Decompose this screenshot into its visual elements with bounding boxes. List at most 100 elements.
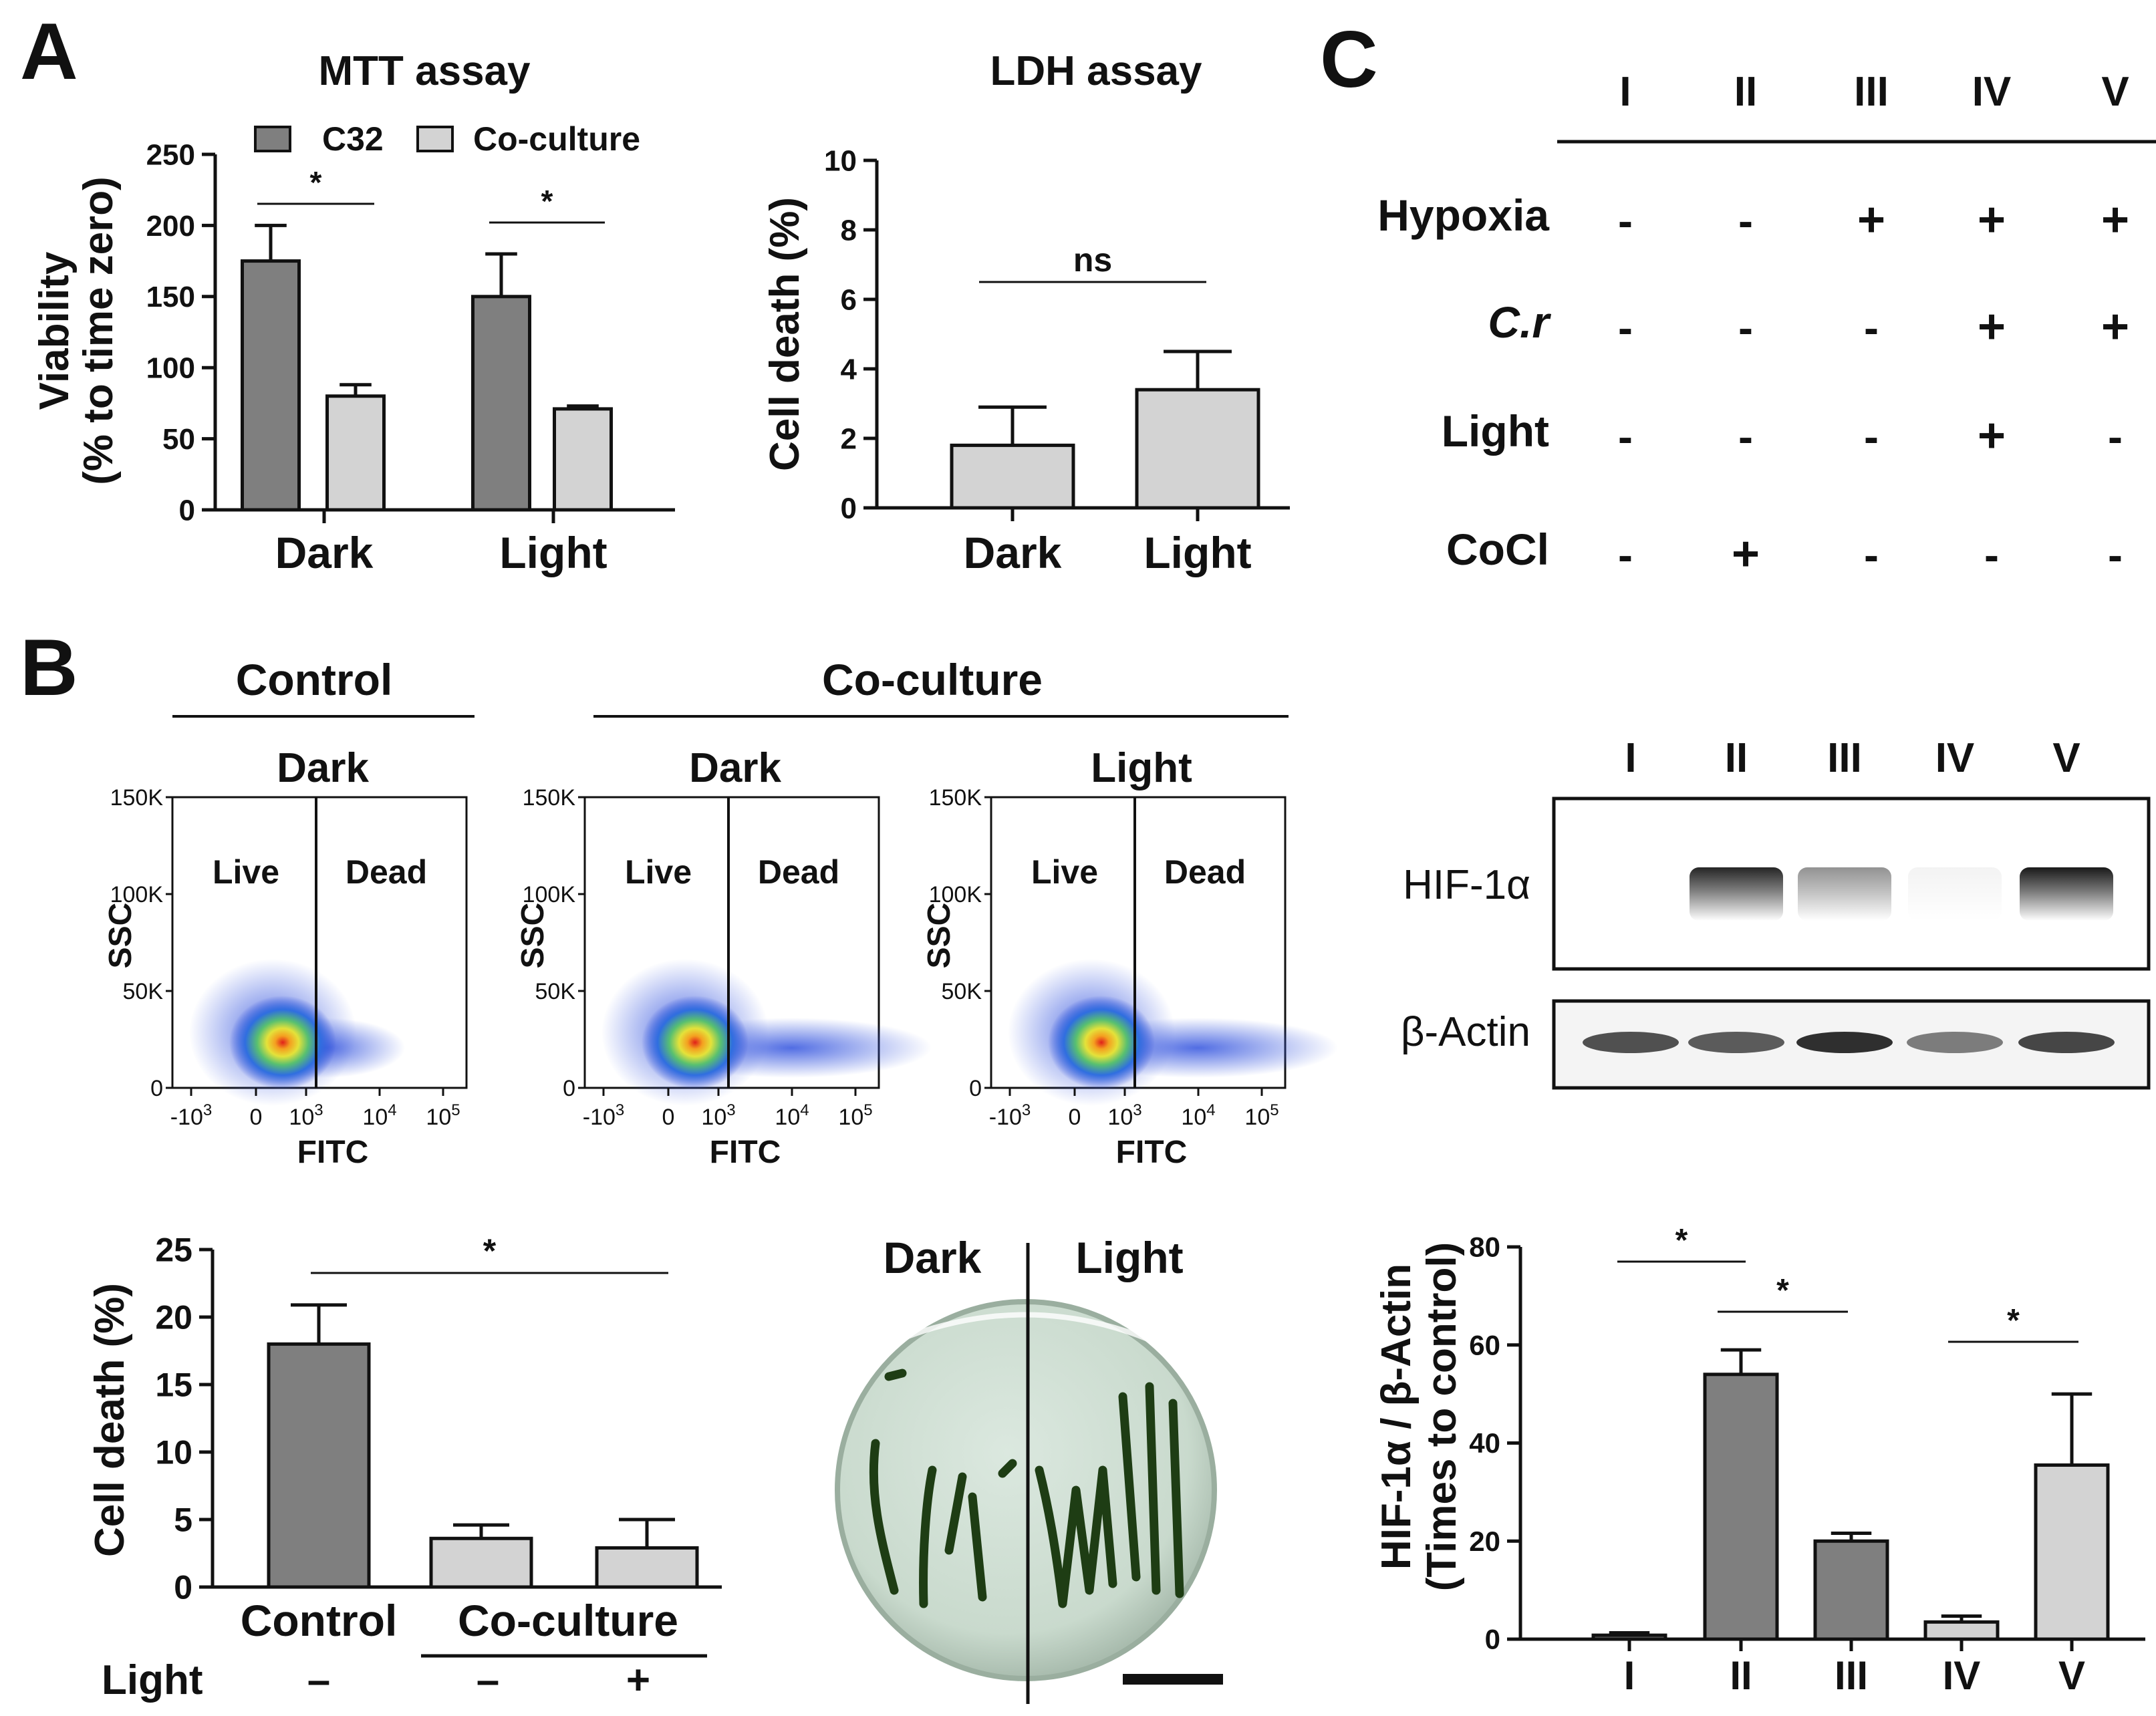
celldeath-bar bbox=[267, 1342, 371, 1589]
flow-ytick-label: 0 bbox=[969, 1076, 982, 1101]
flow-group-coculture: Co-culture bbox=[822, 655, 1043, 704]
ldh-error-bar bbox=[978, 405, 1047, 446]
algae-streaks bbox=[869, 1369, 1184, 1608]
ldh-ytick-label: 8 bbox=[841, 214, 857, 247]
blot-actin-band bbox=[1583, 1032, 1679, 1053]
hif-ytick-label: 40 bbox=[1469, 1427, 1500, 1459]
petri-dish-rim-highlight bbox=[898, 1312, 1151, 1342]
celldeath-bar bbox=[595, 1546, 699, 1589]
hif-error-bar bbox=[2051, 1392, 2093, 1465]
celldeath-error-bar bbox=[453, 1523, 509, 1539]
celldeath-ytick-label: 25 bbox=[155, 1232, 192, 1269]
conditions-lane-label: I bbox=[1619, 69, 1631, 115]
blot-hif-band bbox=[1798, 867, 1891, 921]
conditions-lane-label: III bbox=[1854, 69, 1889, 115]
blot-lane-label: II bbox=[1725, 735, 1748, 781]
ldh-ytick-label: 10 bbox=[824, 144, 857, 177]
celldeath-bar bbox=[429, 1536, 533, 1589]
mtt-ylabel-2: (% to time zero) bbox=[76, 176, 122, 485]
flow-ytick-label: 150K bbox=[523, 785, 576, 811]
conditions-cell: - bbox=[1864, 530, 1879, 579]
celldeath-chart: Cell death (%) 0 5 10 15 20 25 * Control Co-cu… bbox=[87, 1232, 722, 1703]
flow-group-control: Control bbox=[236, 655, 393, 704]
mtt-c32-bar bbox=[471, 295, 531, 512]
mtt-xtick-label: Light bbox=[499, 528, 607, 577]
hif-sig-label: * bbox=[2007, 1303, 2020, 1338]
celldeath-light-1: – bbox=[307, 1657, 330, 1703]
blot-label-actin: β-Actin bbox=[1401, 1009, 1530, 1055]
blot-hif-band bbox=[1908, 867, 2002, 921]
scale-bar bbox=[1123, 1674, 1223, 1685]
flow-gate-live-label: Live bbox=[1031, 853, 1098, 891]
flow-gate-live-label: Live bbox=[625, 853, 692, 891]
flow-xtick-label: 0 bbox=[250, 1105, 263, 1130]
mtt-coculture-error-bar bbox=[567, 404, 599, 409]
mtt-coculture-error-bar bbox=[340, 383, 372, 396]
conditions-cell: - bbox=[1738, 196, 1753, 245]
hif-ytick-label: 80 bbox=[1469, 1232, 1500, 1263]
western-blot: HIF-1α β-Actin I II III IV V bbox=[1401, 735, 2151, 1090]
mtt-xtick-label: Dark bbox=[275, 528, 374, 577]
celldeath-xlabel-coculture: Co-culture bbox=[458, 1596, 678, 1645]
plate-label-dark: Dark bbox=[884, 1233, 982, 1282]
hif-sig-label: * bbox=[1776, 1273, 1789, 1308]
conditions-cell: + bbox=[2101, 193, 2129, 247]
flow-ytick-label: 0 bbox=[563, 1076, 575, 1101]
flow-ytick-label: 50K bbox=[123, 979, 164, 1004]
flow-plot-title: Dark bbox=[277, 745, 369, 791]
blot-actin-band bbox=[1688, 1032, 1784, 1053]
ldh-ytick-label: 4 bbox=[841, 353, 857, 386]
conditions-cell: - bbox=[1864, 303, 1879, 352]
mtt-legend-coculture: Co-culture bbox=[473, 120, 640, 158]
ldh-error-bar bbox=[1164, 349, 1232, 390]
flow-xtick-label: 104 bbox=[775, 1101, 809, 1130]
flow-plot-title: Light bbox=[1091, 745, 1192, 791]
flow-xtick-label: -103 bbox=[583, 1101, 625, 1130]
hif-bar bbox=[1813, 1539, 1889, 1641]
flow-xtick-label: 103 bbox=[701, 1101, 735, 1130]
celldeath-ytick-label: 0 bbox=[174, 1569, 192, 1606]
mtt-title: MTT assay bbox=[318, 48, 531, 94]
panel-label-c: C bbox=[1320, 15, 1378, 104]
conditions-row-label: C.r bbox=[1488, 297, 1551, 347]
mtt-legend-c32: C32 bbox=[322, 120, 384, 158]
conditions-cell: - bbox=[1738, 412, 1753, 461]
mtt-c32-error-bar bbox=[485, 252, 517, 297]
hif-ytick-label: 60 bbox=[1469, 1329, 1500, 1361]
flow-xtick-label: 0 bbox=[1069, 1105, 1081, 1130]
plate-photo: Dark Light bbox=[835, 1233, 1223, 1704]
panel-label-a: A bbox=[20, 7, 78, 96]
celldeath-light-2: – bbox=[477, 1657, 499, 1703]
algae-streak-4 bbox=[1035, 1465, 1117, 1608]
conditions-cell: - bbox=[1618, 303, 1633, 352]
conditions-cell: + bbox=[1857, 193, 1885, 247]
hif-ytick-label: 0 bbox=[1485, 1624, 1500, 1655]
flow-event-cloud bbox=[1048, 996, 1155, 1089]
conditions-row-label: CoCl bbox=[1446, 525, 1549, 574]
hif-bar bbox=[2034, 1463, 2110, 1641]
flow-gate-live-label: Live bbox=[213, 853, 279, 891]
flow-ytick-label: 100K bbox=[523, 882, 576, 907]
conditions-cell: - bbox=[2108, 530, 2123, 579]
hif-bar bbox=[1703, 1373, 1779, 1641]
algae-streak-3 bbox=[968, 1459, 1017, 1602]
blot-lane-label: IV bbox=[1935, 735, 1975, 781]
blot-actin-band bbox=[1907, 1032, 2003, 1053]
mtt-c32-error-bar bbox=[255, 223, 287, 261]
flow-gate-dead-label: Dead bbox=[1164, 853, 1246, 891]
ldh-chart: LDH assay Cell death (%) 0 2 4 6 8 10 Dark Ligh… bbox=[762, 48, 1290, 577]
conditions-cell: + bbox=[1978, 193, 2006, 247]
hif-ylabel-1: HIF-1α / β-Actin bbox=[1373, 1264, 1420, 1570]
blot-hif-band bbox=[1690, 867, 1783, 921]
flow-gate-dead-label: Dead bbox=[758, 853, 839, 891]
flow-ytick-label: 150K bbox=[110, 785, 164, 811]
blot-hif-band bbox=[2020, 867, 2113, 921]
hif-sig-label: * bbox=[1675, 1223, 1688, 1258]
petri-dish bbox=[835, 1299, 1217, 1681]
flow-xlabel: FITC bbox=[1116, 1135, 1188, 1170]
blot-lane-label: V bbox=[2052, 735, 2080, 781]
mtt-legend-swatch-c32 bbox=[254, 126, 291, 152]
